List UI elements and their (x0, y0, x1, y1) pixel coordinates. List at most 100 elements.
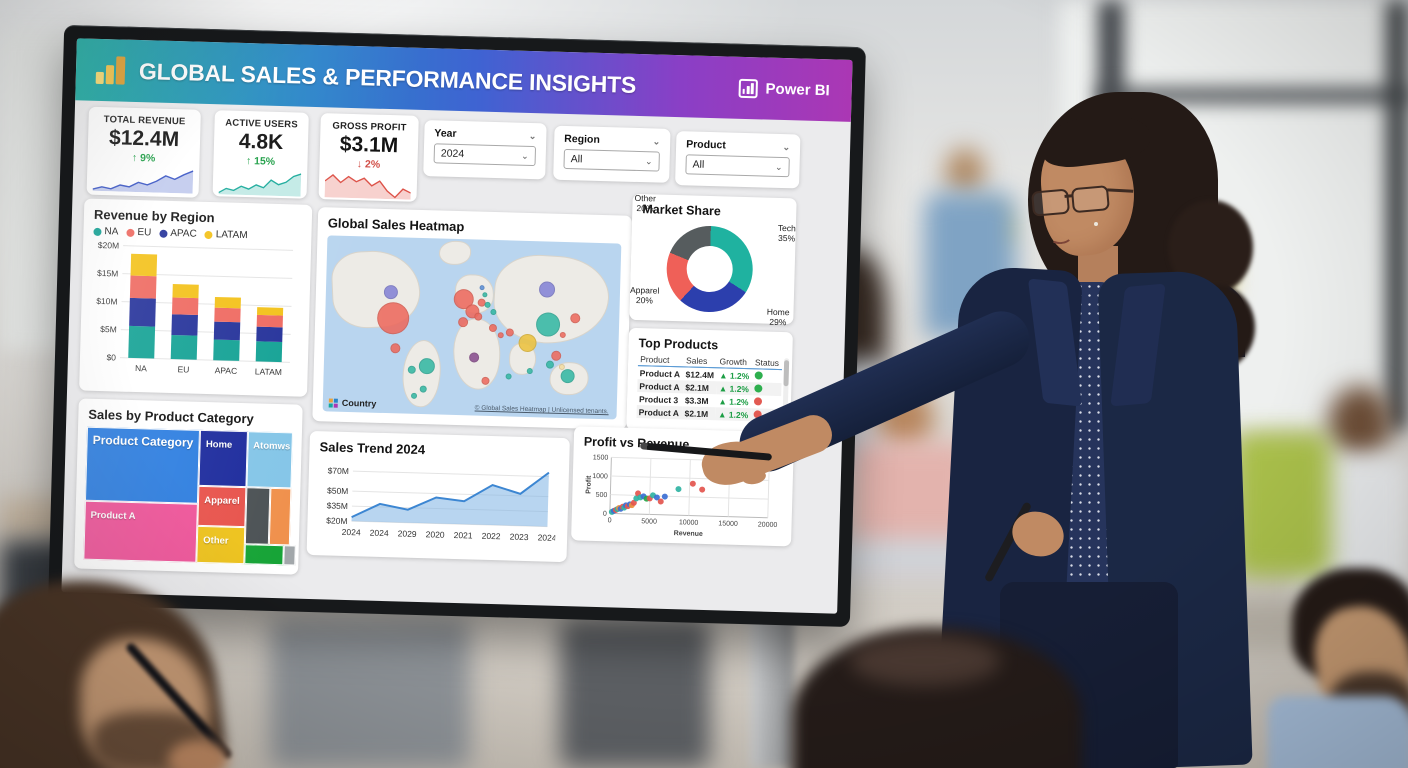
presenter-earring (1094, 222, 1098, 226)
svg-text:1500: 1500 (593, 454, 609, 461)
svg-text:Profit: Profit (585, 475, 593, 494)
region-select[interactable]: All ⌄ (563, 148, 660, 172)
svg-text:LATAM: LATAM (255, 366, 282, 377)
treemap-tile[interactable] (269, 487, 292, 546)
table-header[interactable]: Status (752, 356, 783, 370)
year-select-value: 2024 (440, 147, 465, 161)
svg-text:$50M: $50M (327, 485, 349, 496)
legend-item[interactable]: EU (126, 227, 151, 238)
svg-text:10000: 10000 (679, 519, 699, 527)
product-select[interactable]: All ⌄ (685, 154, 790, 178)
svg-text:0: 0 (603, 511, 607, 518)
powerbi-brand-label: Power BI (765, 80, 830, 99)
continent-greenland (438, 240, 472, 266)
treemap-tile[interactable]: Product Category (84, 426, 201, 505)
treemap-tile[interactable]: Product A (83, 501, 199, 563)
chevron-down-icon: ⌄ (652, 135, 661, 147)
filter-label: Product (685, 138, 726, 152)
table-header[interactable]: Sales (683, 354, 718, 368)
svg-text:2022: 2022 (482, 531, 501, 542)
svg-text:5000: 5000 (641, 518, 657, 525)
chair-mid (270, 620, 470, 768)
svg-text:2024: 2024 (538, 532, 557, 543)
chart-card-global-sales-heatmap: Global Sales Heatmap Country © Glob (312, 207, 633, 430)
svg-text:$0: $0 (106, 352, 116, 362)
status-dot-icon (754, 383, 763, 393)
bar-segment (256, 307, 284, 316)
filter-card-region: Region ⌄ All ⌄ (553, 125, 671, 183)
svg-text:0: 0 (608, 517, 612, 524)
treemap-tile[interactable]: Atomws (246, 431, 293, 489)
map-attribution[interactable]: © Global Sales Heatmap | Unlicensed tena… (474, 404, 609, 416)
svg-text:2024: 2024 (370, 528, 389, 539)
filter-label: Region (564, 132, 601, 146)
legend-item[interactable]: LATAM (204, 229, 248, 241)
legend-item[interactable]: APAC (159, 228, 197, 240)
svg-text:2020: 2020 (426, 529, 445, 540)
scrollbar-thumb[interactable] (783, 360, 790, 387)
chevron-down-icon: ⌄ (528, 130, 537, 141)
bar-segment (256, 326, 283, 342)
dashboard: GLOBAL SALES & PERFORMANCE INSIGHTS Powe… (61, 38, 853, 614)
chart-card-sales-by-category: Sales by Product Category Product Catego… (74, 398, 303, 575)
legend-item[interactable]: NA (93, 226, 119, 238)
scatter-point (630, 499, 637, 506)
pie-label: Other 20% (634, 192, 657, 214)
treemap-tile[interactable]: Apparel (197, 485, 247, 527)
kpi-label: GROSS PROFIT (332, 120, 407, 134)
kpi-value: 4.8K (238, 129, 284, 155)
chart-card-sales-trend: Sales Trend 2024 $20M $35M $50M $70M 2024 202… (306, 430, 570, 563)
svg-text:2023: 2023 (510, 532, 529, 543)
filter-label: Year (434, 127, 457, 140)
scatter-point (689, 480, 696, 487)
page-title: GLOBAL SALES & PERFORMANCE INSIGHTS (138, 57, 637, 98)
standing-man-head (945, 148, 985, 196)
pie-label: Apparel 20% (629, 285, 660, 306)
window-frame-right (1386, 0, 1408, 430)
stool-legs (560, 620, 710, 768)
scatter-point (657, 498, 664, 505)
chart-title: Global Sales Heatmap (327, 215, 465, 235)
year-select[interactable]: 2024 ⌄ (433, 143, 537, 167)
stacked-bar-chart: $0 $5M $10M $15M $20M NA EU APAC LATAM (96, 240, 294, 377)
kpi-delta: ↓ 2% (356, 158, 381, 171)
treemap: Product Category Product A Home Atomws Appar… (83, 426, 296, 566)
chart-title: Sales by Product Category (88, 406, 254, 427)
treemap-tile[interactable] (283, 545, 296, 566)
pie-label: Tech 35% (777, 222, 796, 244)
svg-text:$20M: $20M (98, 240, 120, 251)
treemap-tile[interactable]: Other (196, 525, 245, 565)
table-header[interactable]: Growth (717, 355, 754, 369)
legend-dot-icon (204, 230, 213, 239)
treemap-tile[interactable] (243, 544, 284, 566)
bar-segment (129, 275, 157, 299)
kpi-delta: ↑ 15% (245, 155, 276, 168)
bar-segment (171, 314, 198, 336)
bar-segment (129, 297, 156, 327)
scatter-point (699, 486, 706, 493)
svg-text:500: 500 (596, 492, 608, 499)
treemap-tile[interactable] (244, 487, 271, 545)
area-chart: $20M $35M $50M $70M 2024 2024 2029 2020 2021 2022… (326, 465, 557, 543)
donut-chart (665, 224, 754, 314)
legend-dot-icon (126, 228, 135, 237)
treemap-tile[interactable]: Home (198, 429, 248, 488)
kpi-value: $3.1M (339, 132, 399, 158)
powerbi-brand: Power BI (738, 78, 830, 100)
scatter-point (653, 494, 660, 501)
filter-card-product: Product ⌄ All ⌄ (675, 131, 801, 189)
chevron-down-icon: ⌄ (521, 150, 529, 161)
svg-text:15000: 15000 (718, 520, 738, 528)
svg-text:2021: 2021 (454, 530, 473, 541)
chevron-down-icon: ⌄ (782, 141, 791, 152)
chart-title: Revenue by Region (93, 206, 215, 226)
bar-segment (213, 321, 241, 341)
bar-segment (214, 307, 241, 323)
map-bubble (389, 343, 401, 354)
right-man-head (1328, 386, 1392, 460)
svg-text:$35M: $35M (327, 500, 349, 511)
svg-text:APAC: APAC (215, 365, 238, 376)
map-bubble (498, 332, 505, 339)
window-frame-horizontal (1098, 88, 1408, 103)
chart-title: Market Share (642, 202, 722, 219)
